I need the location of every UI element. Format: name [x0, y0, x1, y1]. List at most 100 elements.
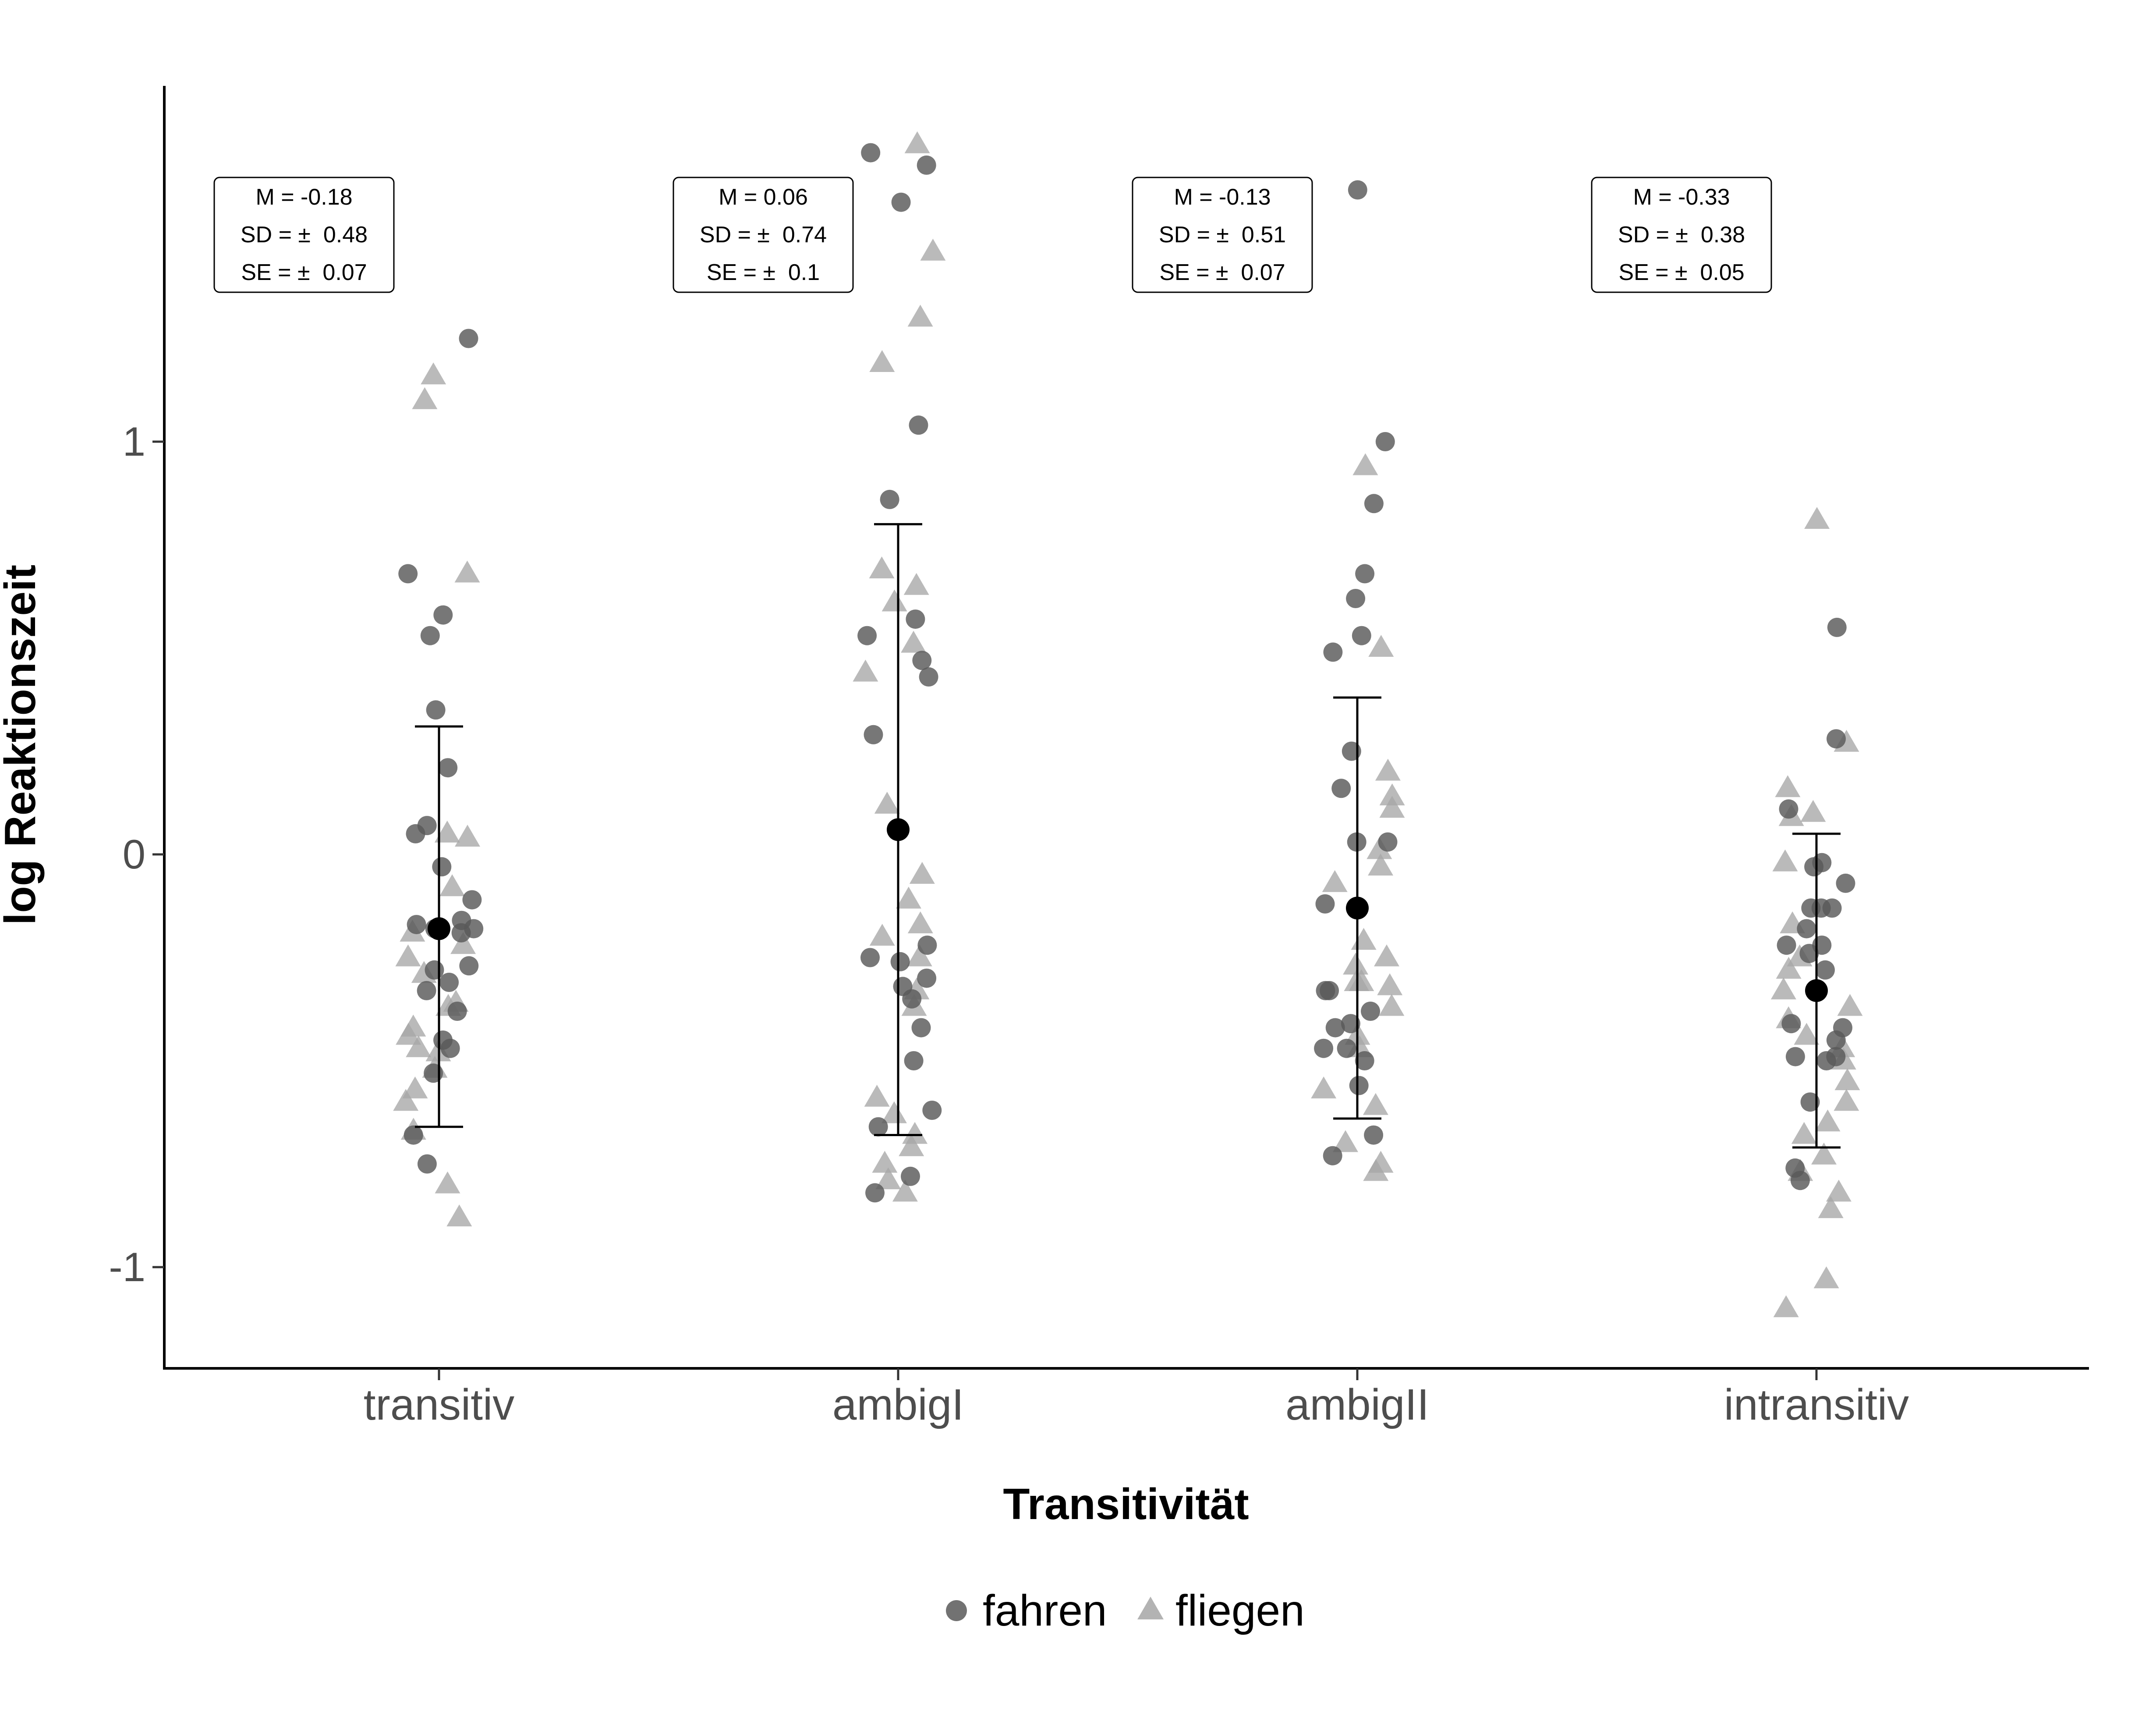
data-point-fliegen	[907, 911, 933, 934]
data-point-fahren	[1790, 1171, 1810, 1190]
data-point-fahren	[917, 968, 937, 988]
data-point-fahren	[438, 758, 458, 778]
data-point-fliegen	[1800, 800, 1826, 822]
data-point-fahren	[1378, 832, 1398, 852]
data-point-fliegen	[1834, 1068, 1860, 1091]
data-point-fliegen	[1834, 1089, 1859, 1111]
data-point-fahren	[891, 192, 911, 212]
data-point-fliegen	[1794, 1023, 1820, 1045]
data-point-fliegen	[874, 792, 900, 814]
data-point-fliegen	[896, 886, 921, 909]
data-point-fahren	[904, 1051, 924, 1070]
data-point-fahren	[1315, 894, 1335, 914]
stat-annotations-layer: M = -0.18 SD = ± 0.48 SE = ± 0.07 M = 0.06 S…	[213, 177, 1772, 293]
data-point-fliegen	[421, 362, 446, 385]
data-point-fahren	[1349, 1076, 1369, 1095]
x-tick-label-ambigII: ambigII	[1285, 1380, 1429, 1429]
stat-box-border	[1591, 177, 1772, 293]
data-point-fahren	[1314, 1038, 1334, 1058]
data-point-fahren	[1816, 1051, 1836, 1070]
data-point-fliegen	[1379, 783, 1405, 806]
data-point-fliegen	[869, 924, 895, 946]
data-point-fahren	[1364, 494, 1384, 514]
data-point-fahren	[425, 960, 444, 980]
stat-box-border	[1132, 177, 1313, 293]
data-point-fahren	[906, 609, 925, 629]
legend-marker-fliegen	[1137, 1597, 1164, 1619]
data-point-fliegen	[1322, 870, 1348, 892]
x-tick-label-ambigI: ambigI	[832, 1380, 964, 1429]
data-point-fliegen	[1343, 953, 1369, 975]
data-point-fliegen	[882, 589, 907, 612]
data-point-fahren	[462, 890, 482, 910]
data-point-fahren	[1348, 180, 1367, 200]
mean-point-transitiv	[428, 917, 450, 940]
data-point-fahren	[398, 564, 418, 584]
data-point-fahren	[1812, 853, 1832, 872]
data-point-fliegen	[1811, 1142, 1837, 1165]
data-point-fliegen	[864, 1084, 890, 1107]
data-point-fliegen	[892, 1180, 918, 1202]
data-point-fliegen	[853, 659, 878, 682]
data-point-fahren	[417, 981, 436, 1000]
data-point-fliegen	[872, 1151, 898, 1173]
data-point-fliegen	[455, 825, 480, 847]
data-point-fliegen	[1776, 956, 1802, 979]
stat-box-ambigII: M = -0.13 SD = ± 0.51 SE = ± 0.07	[1132, 177, 1313, 293]
data-point-fliegen	[902, 1122, 928, 1144]
data-point-fahren	[1346, 589, 1366, 608]
data-point-fliegen	[1813, 1266, 1839, 1289]
data-point-fahren	[1797, 919, 1816, 939]
data-point-fliegen	[1367, 837, 1392, 859]
data-point-fahren	[1827, 617, 1847, 637]
data-point-fliegen	[1826, 1180, 1852, 1202]
data-point-fliegen	[439, 874, 465, 896]
data-point-fliegen	[1368, 635, 1394, 657]
data-point-fahren	[1785, 1047, 1805, 1066]
legend-label-fliegen: fliegen	[1175, 1586, 1305, 1635]
y-ticks-layer: -1 0 1	[109, 418, 164, 1290]
stat-box-transitiv: M = -0.18 SD = ± 0.48 SE = ± 0.07	[213, 177, 395, 293]
data-point-fahren	[864, 725, 883, 744]
data-point-fahren	[1352, 626, 1371, 645]
data-point-fliegen	[1374, 944, 1399, 967]
data-point-fahren	[922, 1101, 942, 1120]
data-point-fahren	[919, 667, 938, 687]
data-point-fahren	[912, 651, 932, 670]
data-point-fahren	[880, 489, 899, 509]
legend-label-fahren: fahren	[983, 1586, 1107, 1635]
data-point-fliegen	[1773, 1295, 1799, 1318]
data-point-fliegen	[450, 932, 476, 954]
data-point-fahren	[865, 1183, 885, 1203]
mean-point-ambigI	[887, 818, 910, 841]
data-point-fliegen	[406, 1035, 432, 1057]
data-point-fahren	[1781, 1014, 1801, 1034]
data-point-fahren	[1822, 898, 1842, 918]
mean-point-intransitiv	[1805, 979, 1828, 1002]
data-point-fahren	[911, 1018, 931, 1038]
data-point-fahren	[1779, 799, 1798, 819]
data-point-fahren	[404, 1125, 423, 1145]
data-point-fliegen	[434, 820, 460, 843]
stat-line: M = -0.33	[1633, 184, 1730, 210]
stat-line: SE = ± 0.1	[707, 260, 820, 285]
data-point-fliegen	[1352, 453, 1378, 475]
data-point-fliegen	[869, 350, 895, 372]
data-point-fliegen	[1379, 796, 1405, 818]
data-point-fahren	[1826, 1030, 1846, 1050]
data-point-fahren	[433, 605, 453, 625]
data-point-fliegen	[1351, 928, 1377, 950]
stat-line: M = -0.13	[1174, 184, 1271, 210]
stat-box-border	[673, 177, 854, 293]
data-point-fahren	[1355, 1051, 1374, 1070]
data-point-fliegen	[1363, 1159, 1389, 1181]
data-point-fliegen	[1377, 973, 1403, 995]
data-point-fliegen	[903, 573, 929, 595]
data-point-fahren	[1799, 944, 1819, 963]
y-tick-label: 1	[123, 418, 145, 464]
data-point-fahren	[439, 973, 459, 992]
data-point-fliegen	[395, 944, 421, 967]
data-point-fahren	[1331, 779, 1351, 798]
data-point-fahren	[1355, 564, 1375, 584]
data-point-fahren	[868, 1117, 888, 1137]
